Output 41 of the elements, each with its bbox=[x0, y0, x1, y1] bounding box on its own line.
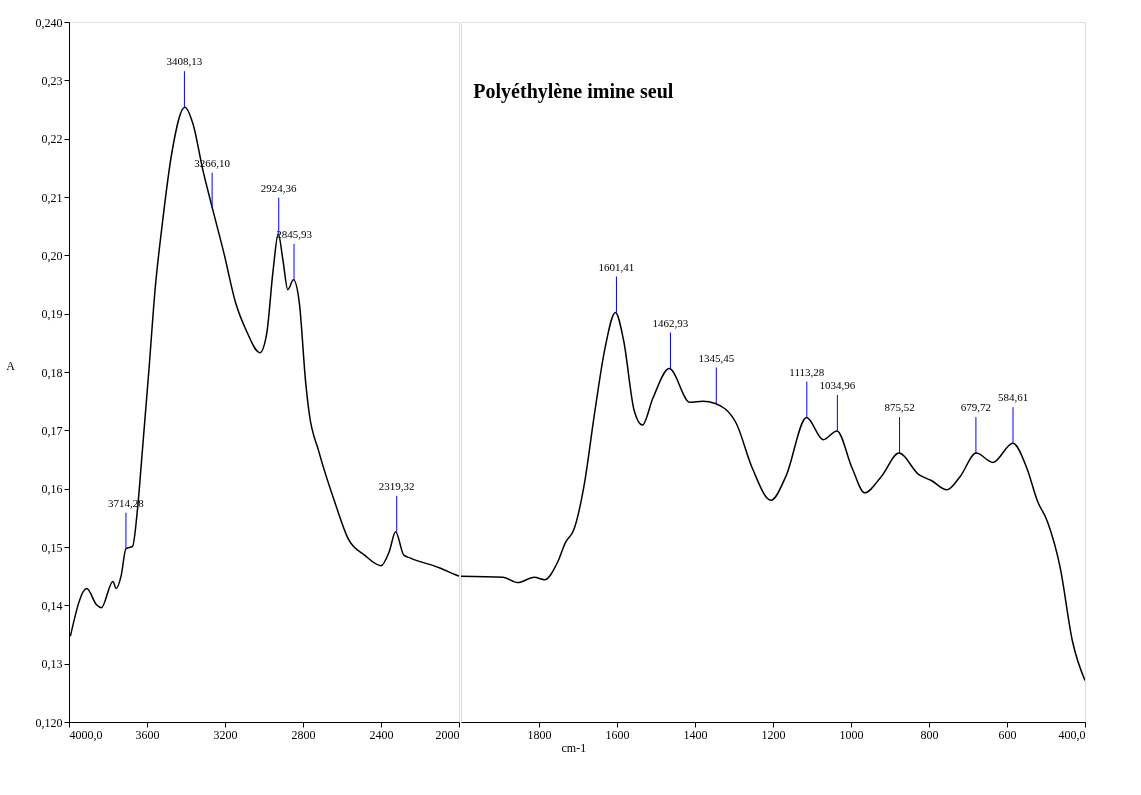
y-tick-label: 0,19 bbox=[41, 307, 63, 322]
y-tick-label: 0,23 bbox=[41, 73, 63, 88]
x-tick-label: 1000 bbox=[839, 727, 864, 742]
x-tick-label: 4000,0 bbox=[69, 727, 103, 742]
x-tick-label: 3600 bbox=[135, 727, 160, 742]
y-tick-label: 0,21 bbox=[41, 190, 63, 205]
x-tick-label: 1600 bbox=[605, 727, 630, 742]
x-tick-label: 600 bbox=[998, 727, 1017, 742]
y-tick-label: 0,13 bbox=[41, 657, 63, 672]
x-tick-label: 3200 bbox=[213, 727, 238, 742]
y-tick-label: 0,18 bbox=[41, 365, 63, 380]
y-axis-title: A bbox=[6, 358, 16, 373]
annotation: 2924,36 bbox=[260, 181, 298, 194]
y-tick-label: 0,17 bbox=[41, 423, 63, 438]
x-tick-label: 2000 bbox=[435, 727, 460, 742]
annotation: 1113,28 bbox=[789, 365, 825, 378]
x-tick-label: 2400 bbox=[369, 727, 394, 742]
annotation: 1601,41 bbox=[598, 260, 635, 273]
x-tick-label: 1200 bbox=[761, 727, 786, 742]
y-tick-label: 0,240 bbox=[35, 15, 63, 30]
annotation: 875,52 bbox=[884, 401, 915, 414]
y-tick-label: 0,16 bbox=[41, 482, 63, 497]
y-tick-label: 0,120 bbox=[35, 715, 63, 730]
x-axis-title: cm-1 bbox=[561, 740, 587, 755]
annotation: 2319,32 bbox=[378, 479, 415, 492]
x-tick-label: 400,0 bbox=[1058, 727, 1086, 742]
annotation: 679,72 bbox=[960, 401, 992, 414]
annotation: 3408,13 bbox=[166, 55, 203, 68]
annotation: 1034,96 bbox=[819, 378, 856, 391]
y-tick-label: 0,14 bbox=[41, 598, 63, 613]
x-tick-label: 800 bbox=[920, 727, 939, 742]
y-tick-label: 0,22 bbox=[41, 132, 63, 147]
y-tick-label: 0,20 bbox=[41, 248, 63, 263]
text: Polyéthylène imine seul bbox=[473, 80, 674, 103]
annotation: 1345,45 bbox=[698, 351, 735, 364]
x-tick-label: 2800 bbox=[291, 727, 316, 742]
annotation: 1462,93 bbox=[652, 316, 689, 329]
x-tick-label: 1800 bbox=[527, 727, 552, 742]
x-tick-label: 1400 bbox=[683, 727, 708, 742]
y-tick-label: 0,15 bbox=[41, 540, 63, 555]
annotation: 584,61 bbox=[997, 391, 1029, 404]
